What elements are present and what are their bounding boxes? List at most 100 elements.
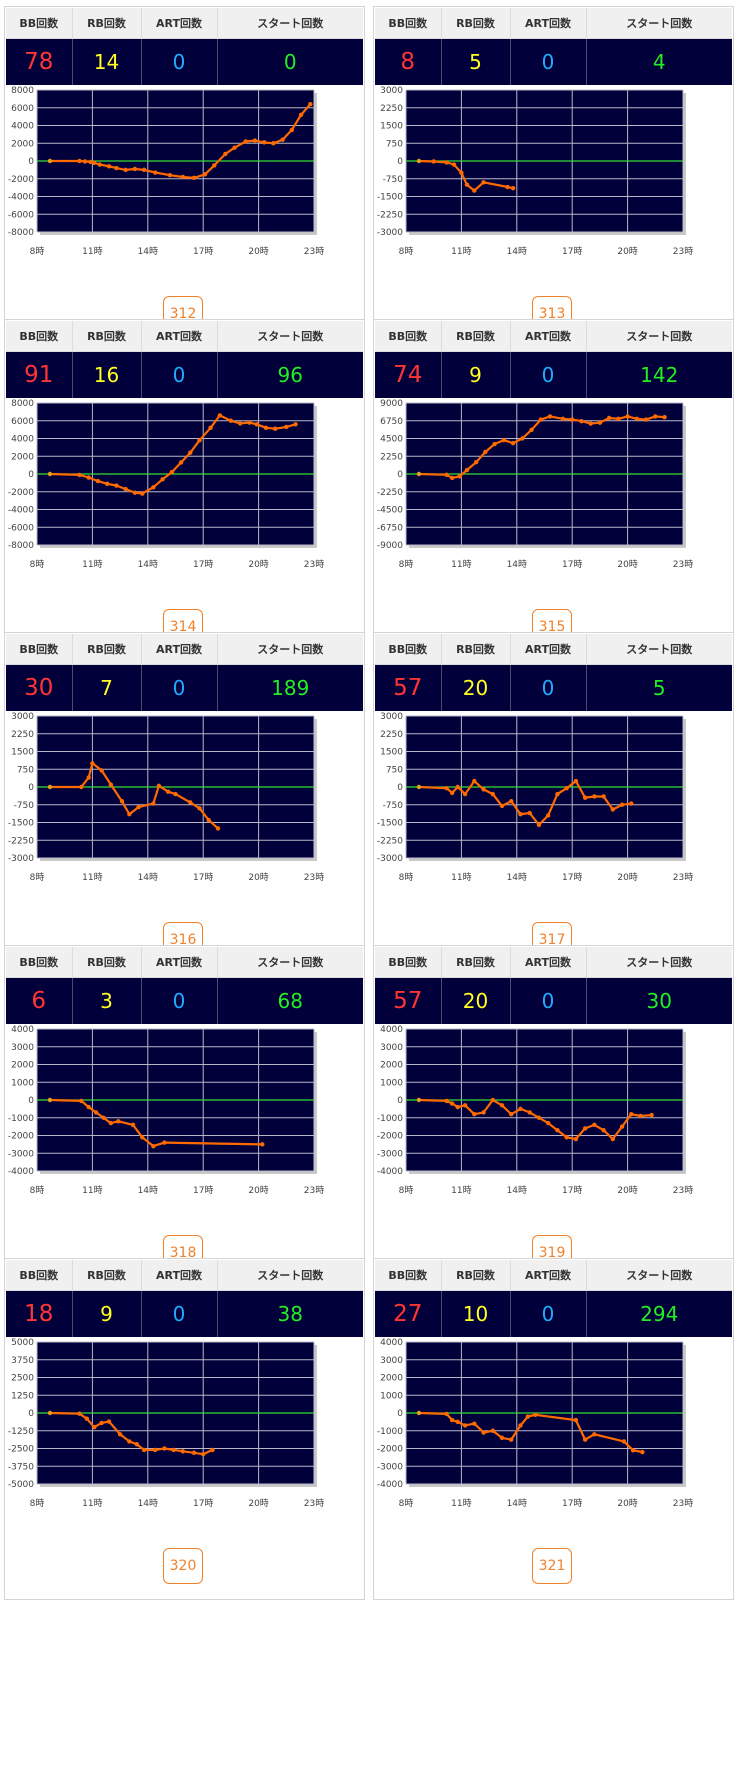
data-point [162,1446,167,1451]
data-point [106,1419,112,1424]
data-point [457,474,462,479]
art-header: ART回数 [510,8,587,39]
bb-header: BB回数 [6,321,73,352]
machine-number-button[interactable]: 321 [532,1548,572,1584]
x-tick-label: 8時 [30,1185,45,1196]
y-tick-label: -1500 [8,819,34,829]
x-tick-label: 20時 [617,872,637,883]
start-count: 30 [586,977,732,1024]
art-header: ART回数 [141,947,218,978]
payout-chart: 4000 3000 2000 1000 0 -1000 -2000 -3000 -4000 8時 1… [377,1025,693,1196]
x-tick-label: 8時 [399,559,414,570]
stats-value-row: 6 3 0 68 [6,977,363,1024]
data-point [47,471,53,477]
y-tick-label: -6000 [8,523,34,533]
y-tick-label: -9000 [377,541,403,551]
data-point [210,1447,215,1453]
bb-count: 57 [375,977,442,1024]
data-point [284,424,289,430]
start-count: 38 [217,1290,363,1337]
y-tick-label: 0 [28,783,34,793]
data-point [86,1104,91,1110]
data-point [649,1112,654,1118]
rb-count: 9 [72,1290,142,1337]
machine-number-button[interactable]: 320 [163,1548,203,1584]
y-tick-label: -2000 [8,1132,34,1142]
x-tick-label: 23時 [304,246,324,257]
data-point [643,417,649,422]
x-tick-label: 14時 [507,246,527,257]
data-point [92,160,97,165]
bb-count: 8 [375,38,442,85]
rb-header: RB回数 [72,947,142,978]
series-line [418,159,514,192]
y-tick-label: -2250 [8,836,34,846]
x-tick-label: 11時 [451,872,471,883]
payout-chart: 9000 6750 4500 2250 0 -2250 -4500 -6750 -9000 8時 1… [377,399,693,570]
data-point [156,783,162,789]
data-point [499,1435,505,1441]
payout-chart: 4000 3000 2000 1000 0 -1000 -2000 -3000 -4000 8時 1… [377,1338,693,1509]
data-point [130,1122,136,1128]
data-point [188,450,193,455]
stats-value-row: 30 7 0 189 [6,664,363,711]
bb-header: BB回数 [6,947,73,978]
data-point [564,785,569,791]
data-point [518,1106,523,1112]
x-tick-label: 20時 [248,872,268,883]
payout-chart: 8000 6000 4000 2000 0 -2000 -4000 -6000 -8000 8時 1… [8,399,324,570]
stats-value-row: 18 9 0 38 [6,1290,363,1337]
data-point [79,1098,84,1104]
y-tick-label: 6750 [380,417,403,427]
x-tick-label: 8時 [30,559,45,570]
data-point [629,1112,634,1117]
x-tick-label: 20時 [248,246,268,257]
data-point [140,1135,145,1140]
x-tick-label: 14時 [138,872,158,883]
x-tick-label: 20時 [248,1185,268,1196]
data-point [197,806,202,811]
data-point [481,1110,486,1115]
y-tick-label: 0 [397,1409,403,1419]
data-point [509,1437,514,1442]
art-count: 0 [510,1290,587,1337]
y-tick-label: 4000 [11,1025,34,1035]
data-point [630,1448,636,1453]
stats-value-row: 27 10 0 294 [375,1290,732,1337]
data-point [545,813,551,818]
data-point [298,112,304,118]
data-point [481,1430,486,1435]
data-point [167,173,173,178]
start-count: 189 [217,664,363,711]
y-tick-label: -4000 [8,1167,34,1177]
data-point [444,1098,449,1104]
data-point [545,1120,551,1126]
data-point [206,817,211,823]
rb-header: RB回数 [441,8,511,39]
stats-table: BB回数 RB回数 ART回数 スタート回数 6 3 0 68 [6,947,363,1024]
data-point [188,800,193,805]
data-point [619,1124,625,1129]
data-point [634,416,640,421]
x-tick-label: 14時 [138,559,158,570]
rb-count: 3 [72,977,142,1024]
art-count: 0 [510,38,587,85]
data-point [472,1421,477,1426]
stats-value-row: 91 16 0 96 [6,351,363,398]
bb-count: 74 [375,351,442,398]
y-tick-label: -750 [14,801,35,811]
art-count: 0 [510,664,587,711]
bb-count: 18 [6,1290,73,1337]
data-point [564,1135,569,1140]
machine-card: BB回数 RB回数 ART回数 スタート回数 78 14 0 0 8000 6000 4000 200… [4,6,365,348]
payout-chart: 3000 2250 1500 750 0 -750 -1500 -2250 -3000 8時 11時… [377,86,693,257]
y-tick-label: -3000 [377,1149,403,1159]
data-point [260,1142,265,1147]
y-tick-label: -2500 [8,1445,34,1455]
data-point [606,415,612,421]
y-tick-label: -3000 [377,228,403,238]
y-tick-label: -6000 [8,210,34,220]
art-count: 0 [510,977,587,1024]
data-point [640,1449,645,1455]
